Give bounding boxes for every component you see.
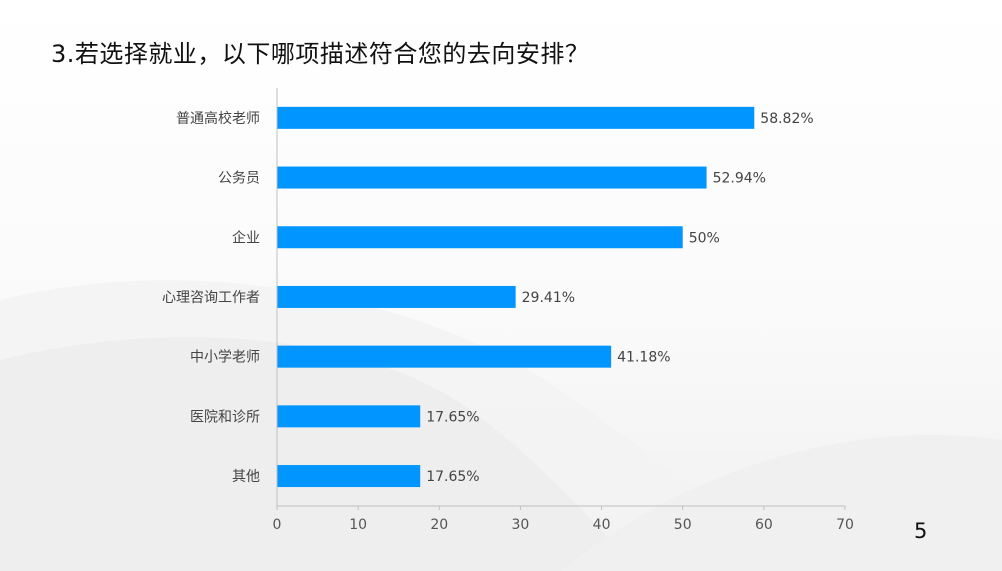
value-label: 17.65%	[426, 409, 479, 425]
x-tick-label: 20	[430, 517, 448, 533]
category-label: 企业	[232, 229, 260, 246]
value-label: 50%	[689, 230, 720, 246]
page-number: 5	[914, 519, 928, 543]
category-label: 心理咨询工作者	[162, 290, 260, 306]
value-label: 29.41%	[522, 290, 575, 306]
x-axis-ticks: 0 10 20 30 40 50 60 70	[273, 506, 854, 533]
bar	[277, 465, 421, 488]
x-tick-label: 60	[755, 517, 773, 533]
category-label: 医院和诊所	[190, 409, 260, 425]
x-tick-label: 10	[349, 517, 367, 533]
slide-title: 3.若选择就业，以下哪项描述符合您的去向安排？	[51, 40, 590, 68]
x-tick-label: 30	[512, 517, 530, 533]
category-label: 普通高校老师	[176, 110, 260, 127]
bar	[277, 226, 683, 249]
bar	[277, 106, 755, 129]
x-tick-label: 50	[674, 517, 692, 533]
value-label: 41.18%	[617, 350, 670, 366]
value-label: 58.82%	[760, 111, 813, 127]
bar	[277, 166, 707, 189]
category-label: 中小学老师	[190, 350, 260, 366]
bar	[277, 345, 612, 368]
bars-layer: 普通高校老师 58.82% 公务员 52.94% 企业 50% 心理咨询工作者 29.41% 中…	[162, 106, 814, 488]
bar	[277, 405, 421, 428]
category-label: 公务员	[218, 171, 260, 187]
value-label: 17.65%	[426, 469, 479, 485]
x-tick-label: 70	[836, 517, 854, 533]
x-tick-label: 0	[273, 517, 282, 533]
value-label: 52.94%	[713, 171, 766, 187]
x-tick-label: 40	[593, 517, 611, 533]
bar	[277, 285, 516, 308]
category-label: 其他	[232, 469, 260, 485]
